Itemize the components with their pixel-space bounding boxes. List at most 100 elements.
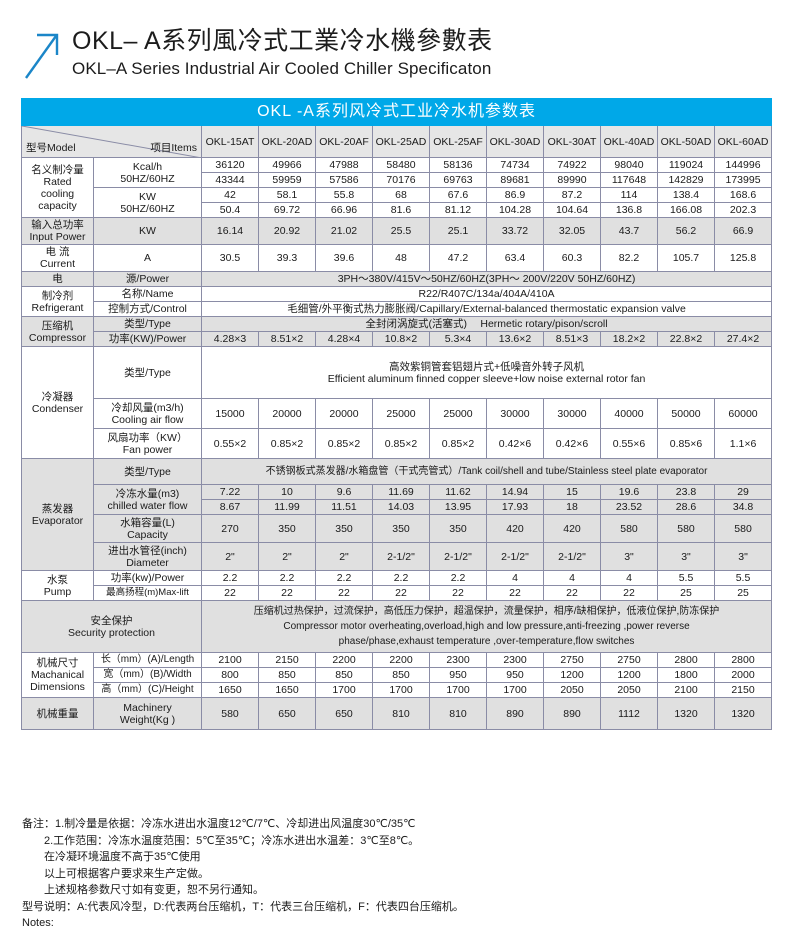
cell: 34.8 — [713, 499, 773, 515]
label-cn: 蒸发器 — [41, 502, 74, 515]
label-cn: 输入总功率 — [31, 219, 84, 231]
item-refrigerant-name: 名称/Name — [93, 286, 202, 302]
cell: 22 — [543, 585, 601, 601]
note-line-4: 以上可根据客户要求来生产定做。 — [44, 867, 209, 880]
cell: 89990 — [543, 172, 601, 188]
page-title-en: OKL–A Series Industrial Air Cooled Chill… — [72, 59, 492, 78]
table-row: 制冷剂 Refrigerant 名称/Name R22/R407C/134a/4… — [21, 286, 773, 317]
table-row: 水泵 Pump 功率(kw)/Power 2.2 2.2 2.2 2.2 2.2… — [21, 570, 773, 601]
value-power-supply: 3PH～380V/415V～50HZ/60HZ(3PH～ 200V/220V 5… — [200, 271, 773, 287]
footnotes: 备注：1.制冷量是依据：冷冻水进出水温度12℃/7℃、冷却进出风温度30℃/35… — [22, 816, 762, 932]
cell: 4 — [600, 570, 658, 586]
cell: 2050 — [543, 682, 601, 698]
cell: 0.85×2 — [258, 428, 316, 459]
cell: 4 — [543, 570, 601, 586]
cell: 74734 — [486, 157, 544, 173]
table-row: 电 源/Power 3PH～380V/415V～50HZ/60HZ(3PH～ 2… — [21, 271, 773, 287]
cell: 105.7 — [657, 244, 715, 272]
cell: 5.3×4 — [429, 331, 487, 347]
cell: 1320 — [713, 697, 773, 730]
spec-table-wrap: OKL -A系列风冷式工业冷水机参数表 型号Model 项目Items OKL-… — [20, 98, 773, 730]
cell: 0.55×2 — [201, 428, 259, 459]
row-label-weight: 机械重量 — [21, 697, 94, 730]
cell: 1700 — [486, 682, 544, 698]
row-label-current: 电 流 Current — [21, 244, 94, 272]
table-row: 50.4 69.72 66.96 81.6 81.12 104.28 104.6… — [22, 202, 773, 218]
cell: 350 — [258, 514, 316, 543]
cell: 4.28×3 — [201, 331, 259, 347]
cell: 8.67 — [201, 499, 259, 515]
cell: 2200 — [372, 652, 430, 668]
cell: 580 — [657, 514, 715, 543]
table-row: 压缩机 Compressor 类型/Type 全封闭涡旋式(活塞式) Herme… — [21, 316, 773, 347]
cell: 16.14 — [201, 217, 259, 245]
model-name: OKL-40AD — [603, 135, 655, 148]
value-en-1: Compressor motor overheating,overload,hi… — [283, 621, 690, 632]
cell: 1700 — [315, 682, 373, 698]
cell: 270 — [201, 514, 259, 543]
label-en-2: Dimensions — [30, 681, 85, 693]
label-en: Compressor — [28, 331, 87, 344]
cell: 2.2 — [372, 570, 430, 586]
model-col-1: OKL-20AD — [258, 125, 316, 158]
cell: 22.8×2 — [657, 331, 715, 347]
cell: 20000 — [315, 398, 373, 429]
label-en: Capacity — [127, 528, 168, 541]
cell: 1112 — [600, 697, 658, 730]
cell: 173995 — [713, 172, 773, 188]
title-block: OKL– A系列風冷式工業冷水機參數表 OKL–A Series Industr… — [22, 26, 493, 81]
item-weight: Machinery Weight(Kg ) — [93, 697, 202, 730]
cell: 43344 — [201, 172, 259, 188]
cell: 3" — [657, 542, 715, 571]
corner-label-model: 型号Model — [26, 142, 76, 154]
label-en: chilled water flow — [107, 499, 188, 512]
cell: 57586 — [315, 172, 373, 188]
model-col-0: OKL-15AT — [201, 125, 259, 158]
table-row: 冷却风量(m3/h) Cooling air flow 15000 20000 … — [22, 398, 773, 429]
cell: 1320 — [657, 697, 715, 730]
cell: 1700 — [429, 682, 487, 698]
label-en-2: Weight(Kg ) — [119, 713, 176, 726]
label-en: Diameter — [126, 556, 169, 569]
value-security: 压缩机过热保护，过流保护，高低压力保护，超温保护，流量保护，相序/缺相保护，低液… — [200, 600, 773, 653]
note-line-6: 型号说明：A:代表风冷型，D:代表两台压缩机，T：代表三台压缩机，F：代表四台压… — [22, 900, 464, 913]
table-row: 功率(KW)/Power 4.28×3 8.51×2 4.28×4 10.8×2… — [22, 331, 773, 347]
cell: 104.64 — [543, 202, 601, 218]
value-refrigerant-name: R22/R407C/134a/404A/410A — [200, 286, 773, 302]
cell: 2.2 — [429, 570, 487, 586]
cell: 11.51 — [315, 499, 373, 515]
cell: 142829 — [657, 172, 715, 188]
item-length: 长（mm）(A)/Length — [93, 652, 202, 668]
cell: 950 — [486, 667, 544, 683]
cell: 2050 — [600, 682, 658, 698]
table-banner: OKL -A系列风冷式工业冷水机参数表 — [20, 98, 773, 126]
cell: 580 — [201, 697, 259, 730]
item-kcal: Kcal/h 50HZ/60HZ — [93, 157, 202, 188]
cell: 22 — [201, 585, 259, 601]
cell: 11.62 — [429, 484, 487, 500]
title-texts: OKL– A系列風冷式工業冷水機參數表 OKL–A Series Industr… — [72, 26, 493, 81]
cell: 1.1×6 — [713, 428, 773, 459]
model-col-8: OKL-50AD — [657, 125, 715, 158]
cell: 4 — [486, 570, 544, 586]
cell: 13.95 — [429, 499, 487, 515]
cell: 86.9 — [486, 187, 544, 203]
cell: 3" — [713, 542, 773, 571]
table-row: 蒸发器 Evaporator 类型/Type 不锈钢板式蒸发器/水箱盘管（干式壳… — [21, 458, 773, 571]
cell: 2.2 — [258, 570, 316, 586]
cell: 22 — [372, 585, 430, 601]
cell: 202.3 — [713, 202, 773, 218]
label-en: Fan power — [122, 443, 173, 456]
label-en: Refrigerant — [31, 301, 84, 314]
cell: 2300 — [429, 652, 487, 668]
table-row: 冷冻水量(m3) chilled water flow 7.22 10 9.6 … — [22, 484, 773, 515]
model-col-2: OKL-20AF — [315, 125, 373, 158]
cell: 39.3 — [258, 244, 316, 272]
label-en: Current — [39, 258, 75, 270]
label-en: Evaporator — [31, 514, 84, 527]
freq-label: 50HZ/60HZ — [120, 172, 175, 185]
label-cn: 名义制冷量 — [31, 163, 84, 176]
value-refrigerant-control: 毛细管/外平衡式热力膨胀阀/Capillary/External-balance… — [200, 301, 773, 317]
cell: 0.85×2 — [315, 428, 373, 459]
cell: 21.02 — [315, 217, 373, 245]
